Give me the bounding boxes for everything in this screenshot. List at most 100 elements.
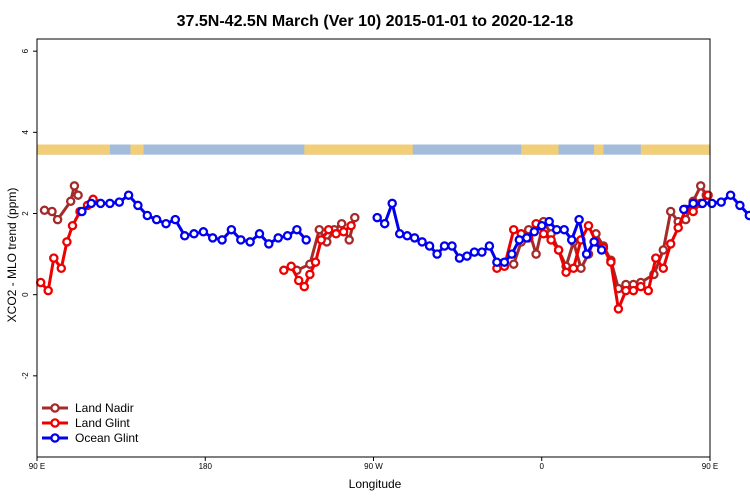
x-tick-label: 90 E [29,462,45,471]
legend-label: Land Nadir [75,401,134,415]
ocean-glint-point [735,200,745,211]
ocean-glint-point [447,241,457,251]
x-axis: 90 E 180 90 W 0 90 E [29,457,718,471]
land-nadir-point [695,181,706,191]
land-glint-point [346,220,356,231]
land-glint-point [553,245,564,255]
ocean-glint-point [462,251,472,261]
ocean-glint-point [264,239,274,249]
land-glint-point [508,224,519,235]
land-segment-3 [521,144,559,155]
ocean-glint-point [207,233,218,243]
land-glint-point [538,229,549,239]
land-glint-point [628,285,639,296]
land-glint-point [331,229,341,239]
legend-item-ocean-glint: Ocean Glint [42,431,139,445]
ocean-glint-point [95,198,106,209]
ocean-glint-point [394,229,405,239]
ocean-glint-point [133,200,143,211]
land-glint-point [546,235,556,245]
land-segment-5 [640,144,710,155]
land-nadir-point [531,249,541,259]
ocean-glint-point [114,197,125,207]
ocean-glint-point [574,214,584,225]
x-tick-label: 0 [540,462,545,471]
ocean-glint-point [559,224,569,235]
ocean-glint-point [245,237,255,247]
ocean-glint-point [514,235,525,245]
y-axis: -2 0 2 4 6 [21,48,37,379]
ocean-glint-point [217,235,227,245]
ocean-glint-point [179,231,190,241]
land-glint-point [613,304,624,314]
ocean-glint-point [716,197,726,207]
land-nadir-point [69,181,80,191]
series-layer [35,181,750,314]
land-glint-point [643,285,654,296]
land-nadir-point [39,205,50,216]
ocean-glint-point [86,198,96,209]
land-glint-point [651,253,661,263]
land-nadir-point [73,190,83,200]
land-glint-point [49,253,59,263]
land-nadir-point [350,212,360,223]
ocean-glint-point [254,229,265,239]
ocean-glint-point [292,224,302,235]
legend-swatch-marker [50,433,60,443]
ocean-glint-point [226,224,237,235]
land-glint-point [286,261,296,272]
ocean-glint-point [544,216,554,227]
land-nadir-point [336,218,347,229]
ocean-glint-point [189,229,199,239]
ocean-glint-point [537,220,547,231]
ocean-glint-point [454,253,465,263]
land-glint-point [688,206,698,217]
x-axis-label: Longitude [349,477,402,491]
land-nadir-point [65,196,76,207]
land-glint-point [279,265,289,276]
land-glint-point [561,267,571,278]
ocean-glint-point [522,233,532,243]
land-nadir-point [314,224,325,235]
ocean-glint-point [469,247,480,257]
ocean-glint-point [484,241,495,251]
land-segment-2 [304,144,413,155]
land-nadir-point [47,206,57,217]
land-glint-point [62,237,72,247]
land-segment-4 [594,144,604,155]
ocean-glint-point [507,249,517,259]
land-glint-point [310,257,321,267]
ocean-glint-point [679,204,689,215]
land-nadir-point [658,245,669,255]
ocean-glint-point [707,198,717,209]
plot-frame [36,38,711,458]
series-land-nadir [39,181,712,294]
ocean-glint-point [379,218,390,229]
y-tick-label: 2 [21,211,30,216]
ocean-glint-point [744,210,750,221]
ocean-glint-point [566,235,577,245]
y-tick-label: 0 [21,292,30,297]
chart-title: 37.5N-42.5N March (Ver 10) 2015-01-01 to… [177,13,574,30]
ocean-glint-point [198,227,209,237]
land-glint-point [305,269,315,280]
ocean-glint-point [123,190,134,200]
land-glint-point [665,239,676,249]
land-glint-point [56,263,67,274]
ocean-glint-point [529,227,540,237]
land-ocean-strip [37,144,710,155]
ocean-glint-point [142,210,153,221]
ocean-glint-point [387,198,397,209]
land-glint-point [316,235,326,245]
land-glint-point [703,190,713,200]
x-tick-label: 180 [199,462,213,471]
land-glint-point [658,263,669,274]
ocean-glint-point [282,231,293,241]
ocean-glint-point [439,241,450,251]
land-glint-point [323,224,334,235]
ocean-glint-point [236,235,246,245]
ocean-glint-point [161,218,171,229]
ocean-glint-point [499,257,510,267]
